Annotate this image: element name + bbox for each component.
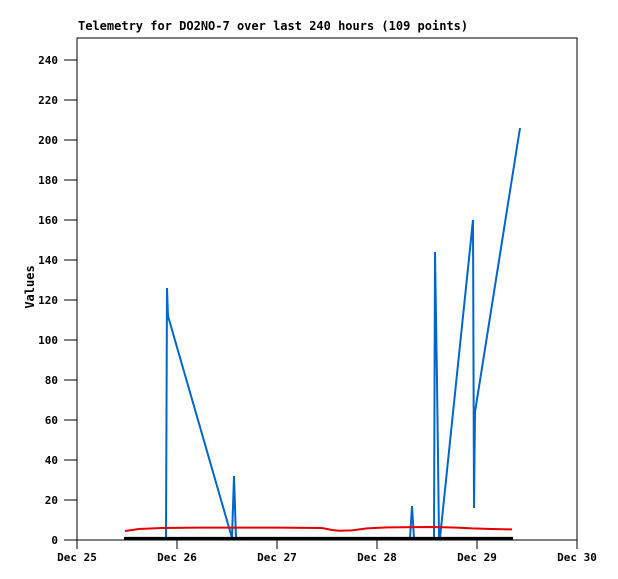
- x-tick-label: Dec 30: [557, 551, 597, 564]
- series-telemetry-channel-red: [124, 525, 513, 532]
- x-tick-label: Dec 29: [457, 551, 497, 564]
- y-tick-label: 40: [45, 454, 58, 467]
- y-tick-label: 100: [38, 334, 58, 347]
- y-tick-label: 240: [38, 54, 58, 67]
- y-tick-label: 60: [45, 414, 58, 427]
- chart-title: Telemetry for DO2NO-7 over last 240 hour…: [78, 19, 469, 33]
- y-tick-label: 0: [51, 534, 58, 547]
- y-tick-label: 180: [38, 174, 58, 187]
- y-tick-label: 140: [38, 254, 58, 267]
- x-tick-label: Dec 28: [357, 551, 397, 564]
- x-tick-label: Dec 27: [257, 551, 297, 564]
- y-tick-label: 20: [45, 494, 58, 507]
- y-tick-label: 80: [45, 374, 58, 387]
- y-tick-label: 200: [38, 134, 58, 147]
- x-tick-label: Dec 25: [57, 551, 97, 564]
- y-tick-label: 160: [38, 214, 58, 227]
- x-tick-label: Dec 26: [157, 551, 197, 564]
- y-axis-label: Values: [23, 265, 37, 309]
- y-tick-label: 220: [38, 94, 58, 107]
- series-telemetry-channel-blue: [125, 127, 521, 542]
- y-tick-label: 120: [38, 294, 58, 307]
- plot-border: [76, 37, 578, 541]
